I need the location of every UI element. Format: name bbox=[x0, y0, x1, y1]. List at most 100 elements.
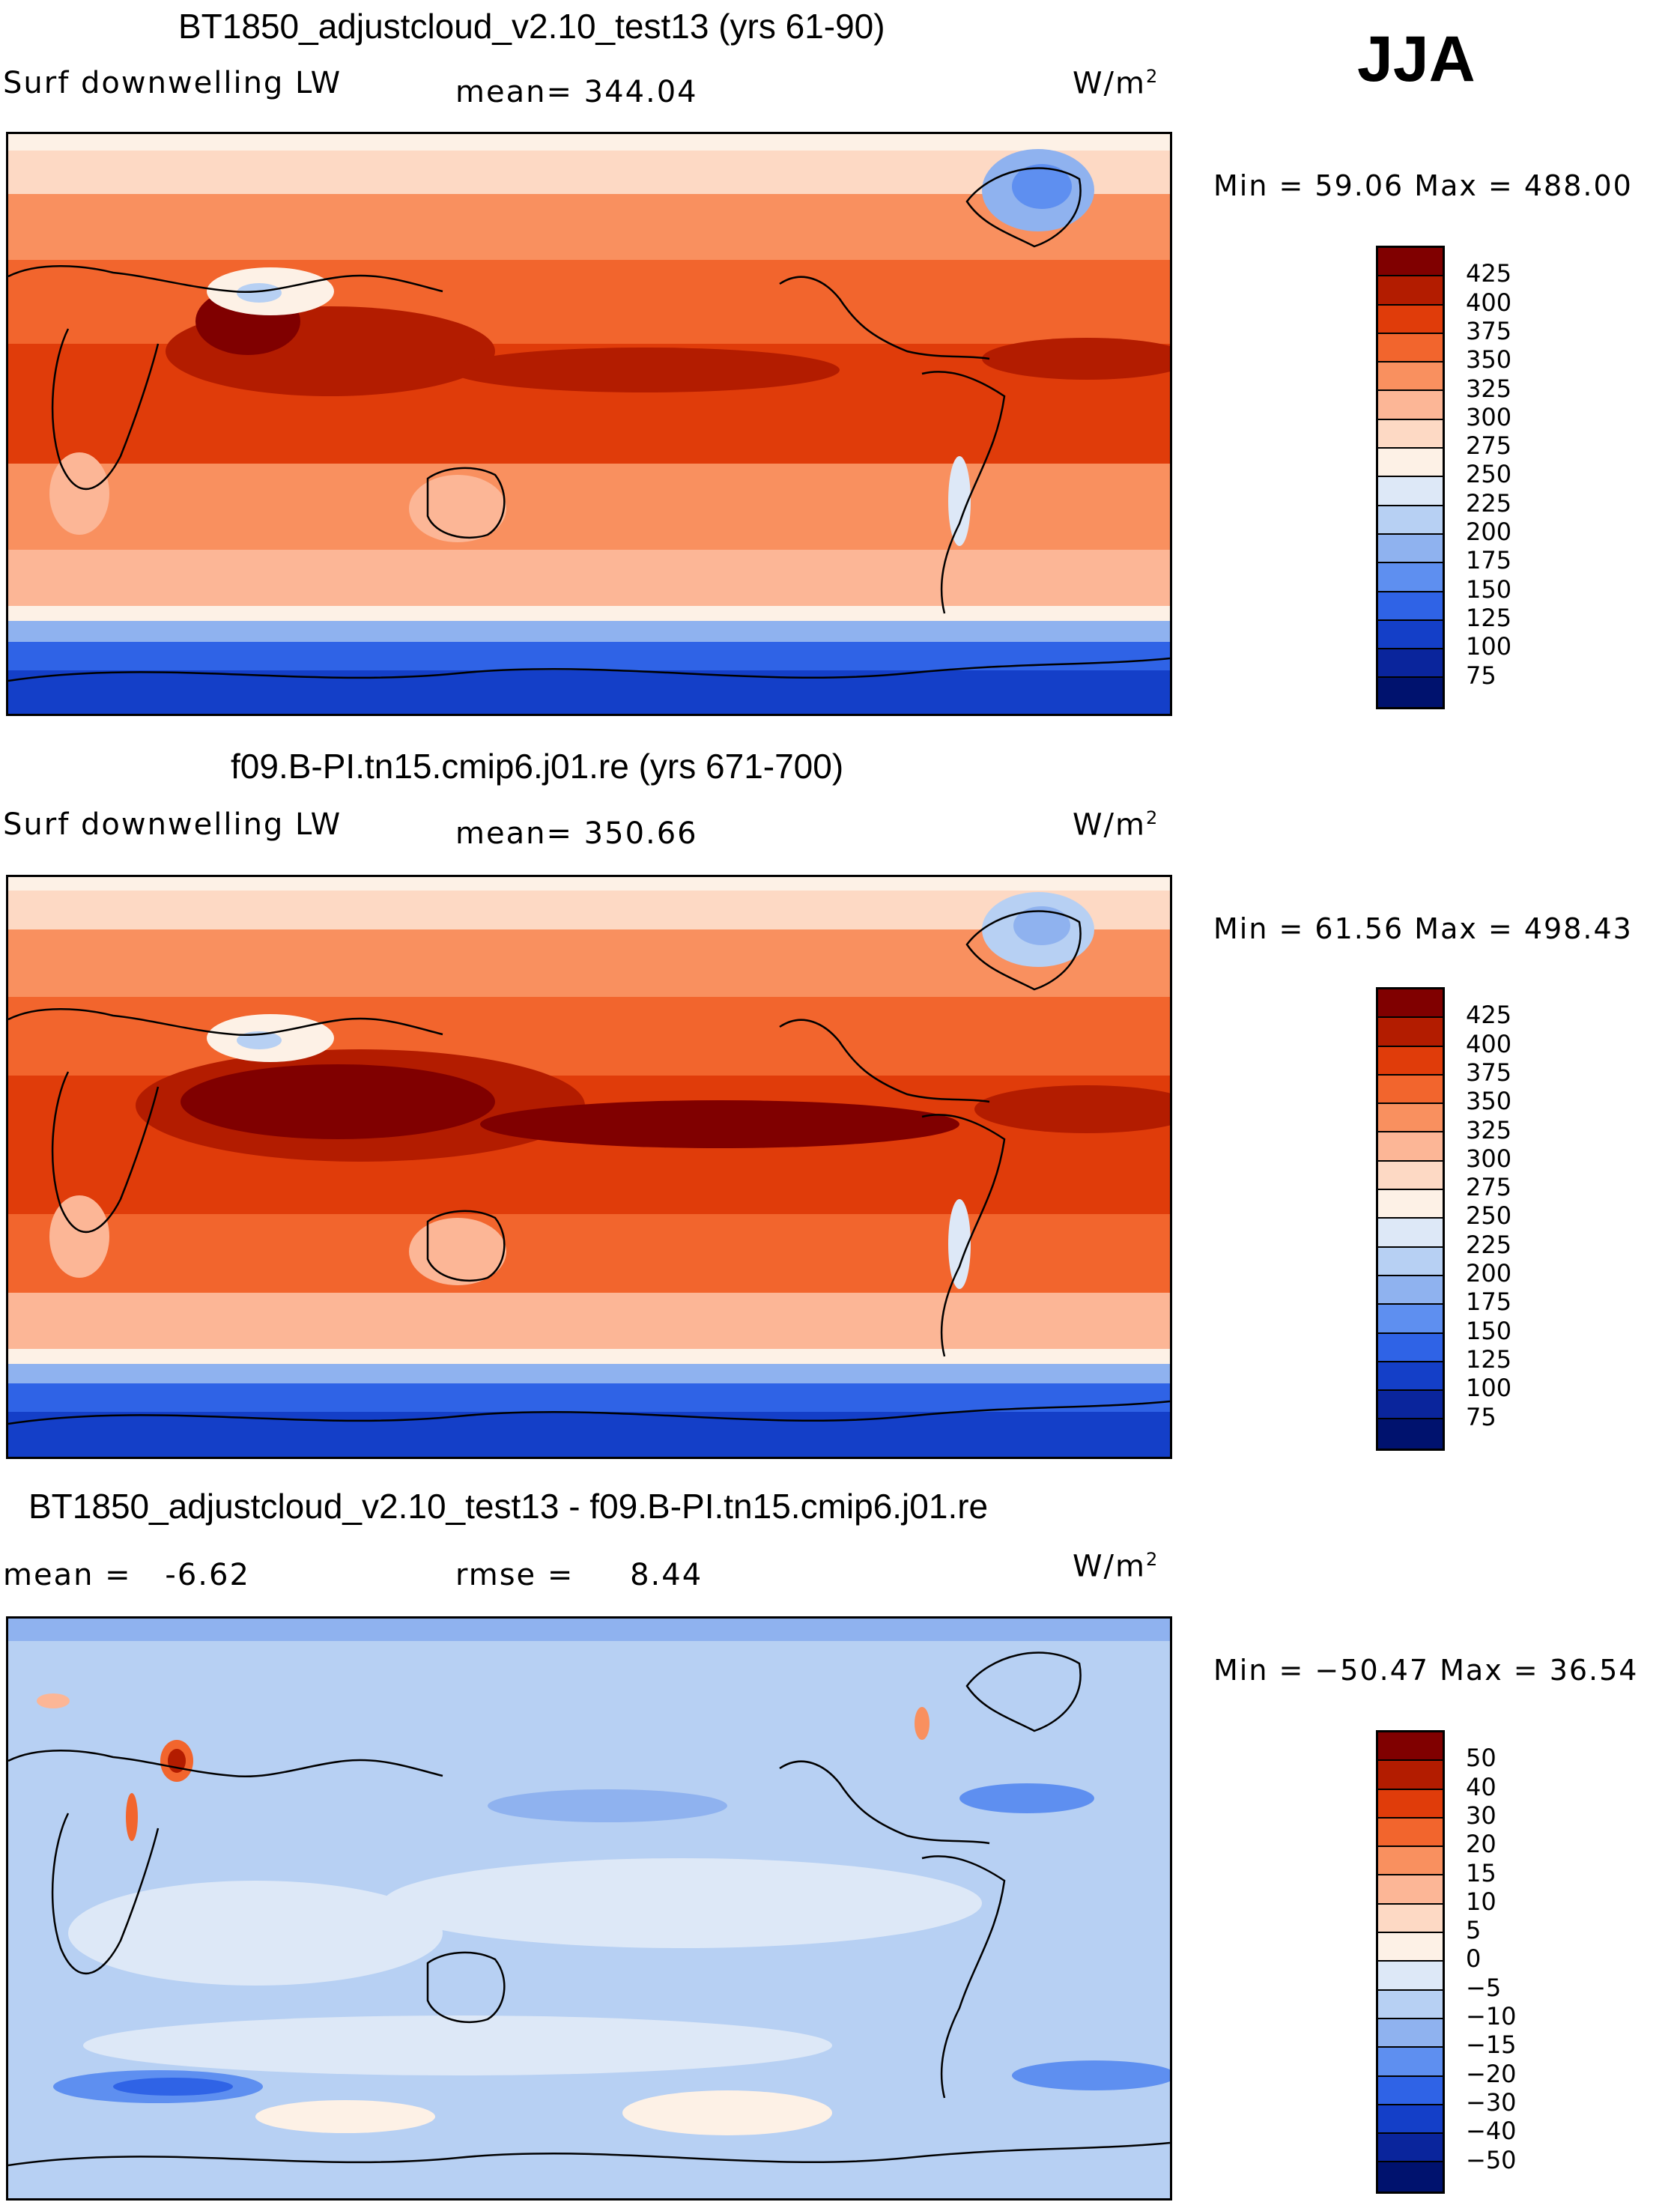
colorbar-swatch bbox=[1378, 305, 1443, 334]
colorbar-swatch bbox=[1378, 1219, 1443, 1248]
p1-coastlines bbox=[8, 167, 1170, 682]
panel2-colorbar bbox=[1376, 987, 1445, 1451]
colorbar-tick-label: −15 bbox=[1466, 2030, 1517, 2060]
colorbar-tick-label: 425 bbox=[1466, 259, 1512, 288]
p2-warm-pool-core bbox=[181, 1064, 495, 1139]
panel1-units-exp: 2 bbox=[1146, 66, 1159, 87]
colorbar-swatch bbox=[1378, 2019, 1443, 2048]
colorbar-swatch bbox=[1378, 1789, 1443, 1819]
colorbar-tick-label: 225 bbox=[1466, 488, 1512, 518]
colorbar-swatch bbox=[1378, 2105, 1443, 2135]
p2-s-africa bbox=[49, 1195, 109, 1278]
p1-andes bbox=[948, 456, 971, 546]
panel2-title: f09.B-PI.tn15.cmip6.j01.re (yrs 671-700) bbox=[231, 747, 844, 786]
p1-band-n-mid bbox=[8, 194, 1170, 261]
p1-band-s-cold2 bbox=[8, 642, 1170, 672]
colorbar-swatch bbox=[1378, 477, 1443, 506]
p1-greenland-core bbox=[1012, 164, 1072, 209]
colorbar-swatch bbox=[1378, 333, 1443, 363]
colorbar-swatch bbox=[1378, 1132, 1443, 1162]
colorbar-tick-label: 275 bbox=[1466, 431, 1512, 461]
colorbar-swatch bbox=[1378, 449, 1443, 478]
p2-band-n-sub bbox=[8, 997, 1170, 1079]
colorbar-tick-label: 75 bbox=[1466, 1402, 1496, 1431]
colorbar-tick-label: 15 bbox=[1466, 1858, 1496, 1887]
colorbar-tick-label: −10 bbox=[1466, 2002, 1517, 2030]
panel1-title: BT1850_adjustcloud_v2.10_test13 (yrs 61-… bbox=[178, 7, 885, 46]
colorbar-tick-label: 40 bbox=[1466, 1772, 1496, 1801]
colorbar-tick-label: 425 bbox=[1466, 1001, 1512, 1030]
colorbar-tick-label: 375 bbox=[1466, 1058, 1512, 1087]
panel3-mean-label: mean = bbox=[3, 1558, 132, 1592]
colorbar-swatch bbox=[1378, 649, 1443, 679]
colorbar-tick-label: 400 bbox=[1466, 1029, 1512, 1058]
colorbar-tick-label: 0 bbox=[1466, 1944, 1482, 1974]
colorbar-swatch bbox=[1378, 419, 1443, 449]
colorbar-swatch bbox=[1378, 1933, 1443, 1962]
panel3-rmse: rmse = 8.44 bbox=[455, 1558, 703, 1592]
colorbar-tick-label: 275 bbox=[1466, 1173, 1512, 1202]
colorbar-swatch bbox=[1378, 1305, 1443, 1334]
p2-band-n-mid bbox=[8, 929, 1170, 1001]
colorbar-swatch bbox=[1378, 1761, 1443, 1790]
p2-pacific-itcz bbox=[480, 1100, 959, 1148]
p2-tibet-core bbox=[237, 1031, 282, 1049]
colorbar-tick-label: 400 bbox=[1466, 288, 1512, 317]
colorbar-swatch bbox=[1378, 2134, 1443, 2163]
colorbar-tick-label: 100 bbox=[1466, 632, 1512, 661]
colorbar-swatch bbox=[1378, 2162, 1443, 2192]
panel2-mean: mean= 350.66 bbox=[455, 816, 698, 851]
colorbar-tick-label: 175 bbox=[1466, 546, 1512, 575]
p3-redsea-hot bbox=[126, 1793, 138, 1841]
panel3-rmse-value: 8.44 bbox=[630, 1558, 703, 1592]
colorbar-tick-label: 300 bbox=[1466, 402, 1512, 431]
colorbar-tick-label: 325 bbox=[1466, 1115, 1512, 1144]
colorbar-swatch bbox=[1378, 1247, 1443, 1276]
colorbar-tick-label: 50 bbox=[1466, 1744, 1496, 1773]
colorbar-swatch bbox=[1378, 1104, 1443, 1133]
p2-andes bbox=[948, 1199, 971, 1289]
panel1-mean-label: mean= bbox=[455, 75, 573, 109]
panel1-mean-value: 344.04 bbox=[583, 75, 698, 109]
colorbar-swatch bbox=[1378, 1391, 1443, 1420]
colorbar-tick-label: 200 bbox=[1466, 1259, 1512, 1287]
colorbar-tick-label: −40 bbox=[1466, 2117, 1517, 2146]
panel2-variable: Surf downwelling LW bbox=[3, 807, 342, 842]
colorbar-tick-label: −20 bbox=[1466, 2059, 1517, 2088]
p2-greenland-core bbox=[1013, 906, 1070, 945]
colorbar-swatch bbox=[1378, 1847, 1443, 1876]
colorbar-swatch bbox=[1378, 678, 1443, 707]
colorbar-tick-label: 20 bbox=[1466, 1830, 1496, 1859]
colorbar-swatch bbox=[1378, 506, 1443, 535]
panel1-colorbar bbox=[1376, 246, 1445, 709]
colorbar-swatch bbox=[1378, 1161, 1443, 1191]
p3-light-south bbox=[83, 2016, 832, 2075]
colorbar-tick-label: 200 bbox=[1466, 518, 1512, 546]
panel2-map bbox=[6, 875, 1172, 1459]
p3-europe-warm bbox=[37, 1693, 70, 1708]
p1-pacific-itcz bbox=[450, 348, 840, 392]
p1-band-s-mid bbox=[8, 550, 1170, 610]
colorbar-swatch bbox=[1378, 1046, 1443, 1076]
colorbar-tick-label: 150 bbox=[1466, 1316, 1512, 1345]
p2-band-antarctic bbox=[8, 1412, 1170, 1457]
panel3-mean-value: -6.62 bbox=[165, 1558, 250, 1592]
colorbar-swatch bbox=[1378, 563, 1443, 592]
panel3-minmax: Min = −50.47 Max = 36.54 bbox=[1213, 1654, 1639, 1687]
colorbar-swatch bbox=[1378, 2076, 1443, 2105]
colorbar-tick-label: 150 bbox=[1466, 574, 1512, 604]
p1-band-n-high bbox=[8, 151, 1170, 195]
panel1-units-base: W/m bbox=[1073, 66, 1146, 101]
panel2-minmax: Min = 61.56 Max = 498.43 bbox=[1213, 912, 1633, 945]
season-label: JJA bbox=[1357, 23, 1476, 95]
p3-cold-so-atlantic bbox=[1012, 2060, 1170, 2090]
colorbar-swatch bbox=[1378, 534, 1443, 564]
panel3-units-base: W/m bbox=[1073, 1549, 1146, 1584]
colorbar-swatch bbox=[1378, 1962, 1443, 1991]
colorbar-tick-label: 350 bbox=[1466, 1087, 1512, 1116]
panel2-units-base: W/m bbox=[1073, 807, 1146, 843]
colorbar-swatch bbox=[1378, 248, 1443, 277]
colorbar-tick-label: 225 bbox=[1466, 1230, 1512, 1259]
colorbar-tick-label: 300 bbox=[1466, 1144, 1512, 1173]
colorbar-swatch bbox=[1378, 1276, 1443, 1305]
